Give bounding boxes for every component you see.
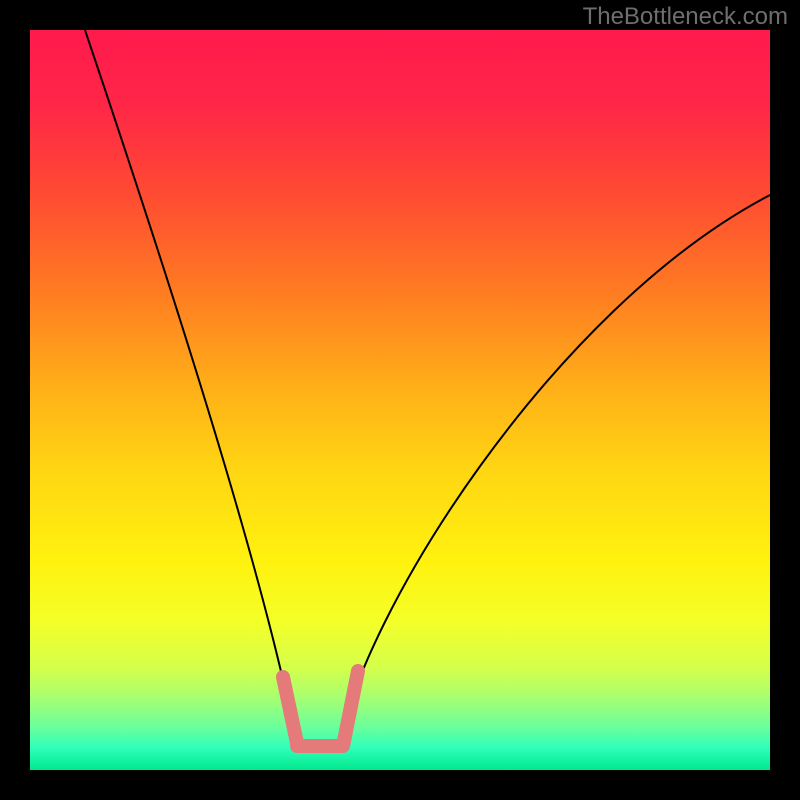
bottleneck-curve-chart (30, 30, 770, 770)
chart-frame: TheBottleneck.com (0, 0, 800, 800)
plot-area (30, 30, 770, 770)
watermark-text: TheBottleneck.com (583, 3, 788, 31)
gradient-background (30, 30, 770, 770)
